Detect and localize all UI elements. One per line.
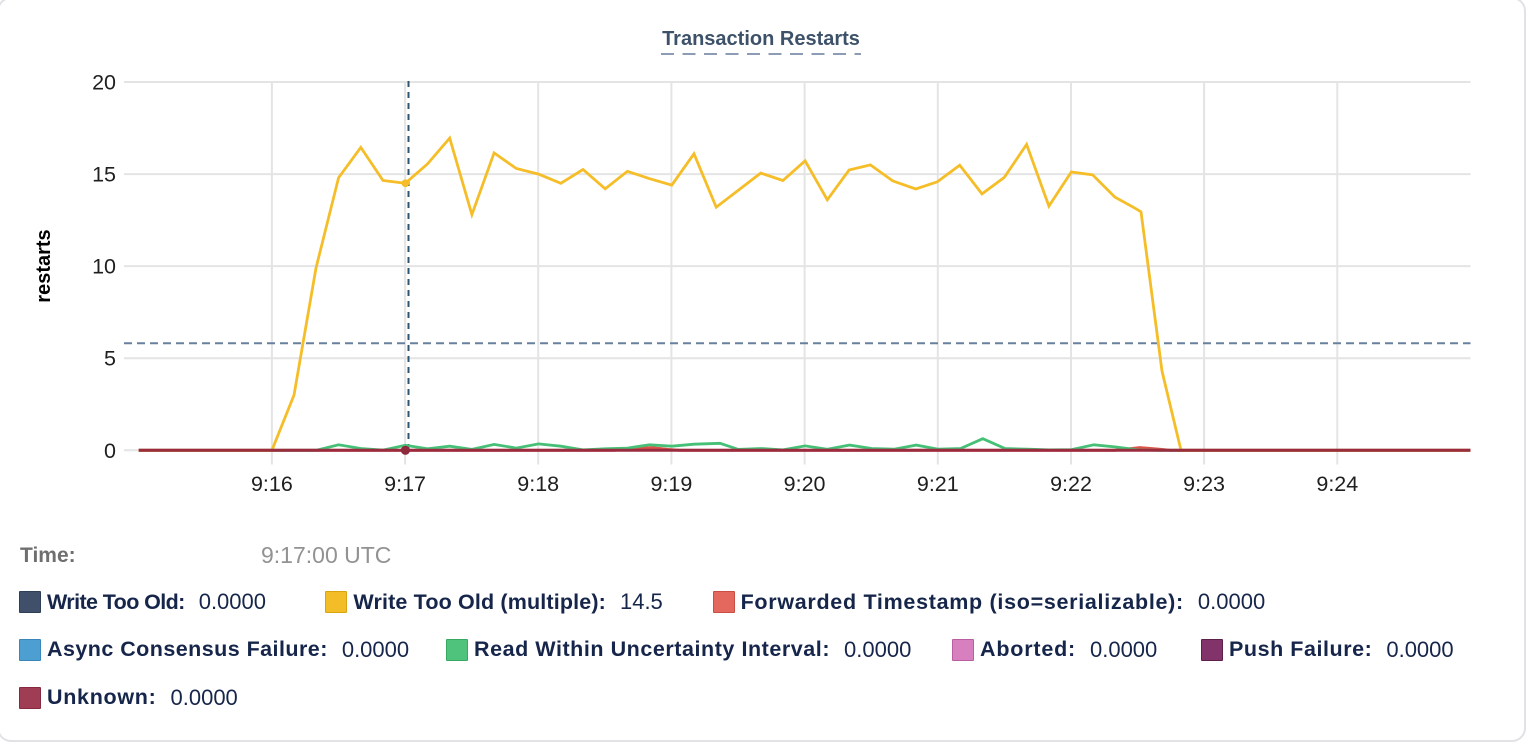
svg-text:15: 15 — [92, 163, 116, 187]
svg-text:0: 0 — [104, 439, 116, 463]
svg-text:9:18: 9:18 — [517, 472, 559, 496]
svg-text:9:22: 9:22 — [1050, 472, 1092, 496]
svg-text:9:17: 9:17 — [384, 472, 426, 496]
svg-text:9:16: 9:16 — [251, 472, 293, 496]
svg-text:restarts: restarts — [33, 229, 55, 302]
svg-text:10: 10 — [92, 255, 116, 279]
svg-text:20: 20 — [92, 71, 116, 95]
svg-text:5: 5 — [104, 347, 116, 371]
svg-text:9:23: 9:23 — [1183, 472, 1225, 496]
svg-text:9:20: 9:20 — [784, 472, 826, 496]
svg-text:9:24: 9:24 — [1316, 472, 1358, 496]
svg-text:9:21: 9:21 — [917, 472, 959, 496]
svg-text:9:19: 9:19 — [650, 472, 692, 496]
